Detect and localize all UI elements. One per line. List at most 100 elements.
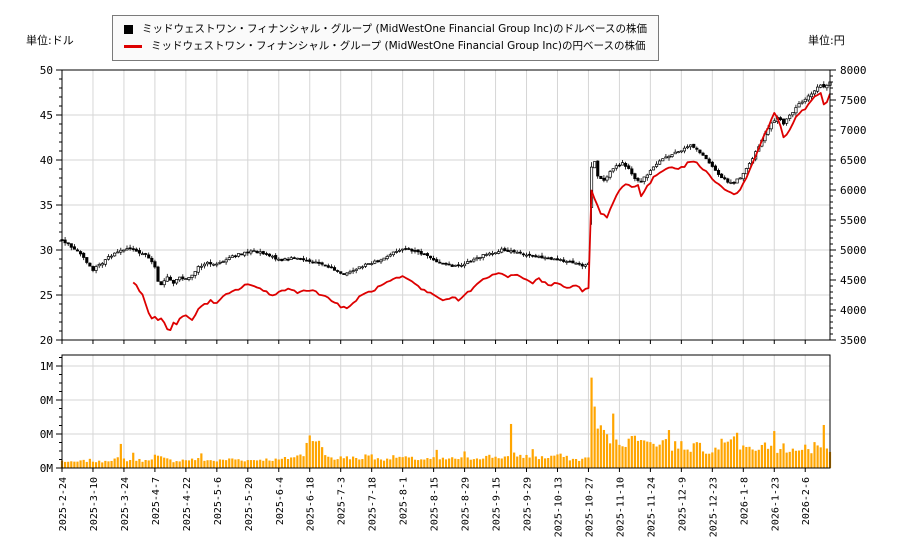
- candle-body: [555, 258, 560, 261]
- candle-body: [379, 259, 383, 263]
- volume-bar: [138, 458, 141, 468]
- volume-bar: [664, 439, 667, 468]
- volume-bar: [791, 448, 794, 468]
- volume-bar: [636, 440, 640, 468]
- volume-bar: [630, 436, 633, 468]
- volume-bar: [116, 457, 119, 468]
- x-axis-date-label: 2025-9-15: [492, 477, 503, 531]
- candle-body: [69, 243, 73, 248]
- candle-body: [236, 253, 241, 257]
- volume-bar: [280, 458, 283, 468]
- candle-body: [543, 257, 547, 260]
- volume-bar: [627, 438, 630, 468]
- volume-bar: [231, 458, 234, 468]
- volume-bar: [639, 440, 643, 468]
- candle-body: [670, 154, 674, 157]
- volume-bar: [667, 430, 671, 468]
- candle-body: [103, 259, 107, 265]
- x-axis-date-label: 2025-3-24: [120, 477, 131, 531]
- volume-bar: [243, 461, 246, 468]
- candle-body: [435, 259, 439, 263]
- volume-bar: [742, 445, 745, 468]
- volume-bar: [336, 459, 339, 468]
- candle-body: [552, 258, 556, 261]
- axis-tick-label: 30: [40, 244, 53, 257]
- volume-bar: [110, 460, 113, 468]
- candle-body: [469, 260, 473, 263]
- candle-body: [497, 251, 501, 254]
- candle-body: [741, 173, 745, 180]
- candle-body: [209, 262, 213, 265]
- volume-bar: [153, 454, 157, 468]
- left-axis-unit-label: 単位:ドル: [26, 34, 74, 47]
- volume-bar: [754, 450, 757, 468]
- volume-bar: [472, 459, 475, 468]
- usd-candles: [60, 78, 832, 288]
- candle-body: [583, 264, 587, 267]
- volume-bar: [321, 447, 324, 468]
- volume-bar: [797, 450, 801, 468]
- candle-body: [521, 253, 525, 256]
- candle-body: [797, 103, 801, 108]
- volume-bar: [714, 447, 717, 468]
- volume-bar: [156, 455, 160, 468]
- volume-bar: [478, 459, 482, 468]
- volume-bar: [661, 440, 664, 468]
- volume-bar: [766, 448, 770, 468]
- candle-body: [812, 90, 817, 95]
- candle-body: [568, 260, 572, 263]
- legend-item-jpy: ミッドウェストワン・フィナンシャル・グループ (MidWestOne Finan…: [124, 38, 647, 55]
- volume-bar: [314, 441, 318, 468]
- volume-bar: [698, 442, 702, 468]
- candle-body: [94, 266, 98, 271]
- candle-body: [571, 260, 575, 264]
- candle-body: [249, 250, 253, 254]
- candle-body: [218, 262, 222, 264]
- candle-body: [88, 262, 92, 267]
- legend: ミッドウェストワン・フィナンシャル・グループ (MidWestOne Finan…: [112, 15, 659, 61]
- volume-bar: [200, 453, 203, 468]
- legend-label-jpy: ミッドウェストワン・フィナンシャル・グループ (MidWestOne Finan…: [151, 40, 646, 52]
- candle-body: [283, 258, 287, 261]
- axis-tick-label: 20: [40, 334, 53, 347]
- candle-body: [624, 162, 628, 167]
- candle-body: [794, 107, 798, 114]
- volume-bar: [825, 448, 829, 468]
- x-axis-date-label: 2025-3-10: [89, 477, 100, 531]
- candle-body: [562, 259, 566, 262]
- candle-body: [301, 258, 306, 261]
- volume-bar: [534, 456, 537, 468]
- volume-bar: [221, 459, 225, 468]
- volume-bar: [119, 443, 122, 468]
- candle-body: [85, 257, 89, 263]
- candle-body: [314, 261, 318, 264]
- volume-bar: [574, 458, 578, 468]
- candle-body: [63, 239, 67, 244]
- volume-bar: [457, 459, 460, 468]
- gridlines: [61, 70, 830, 468]
- volume-bar: [184, 460, 187, 468]
- volume-bar: [540, 456, 544, 468]
- candle-body: [305, 259, 309, 262]
- candle-body: [651, 166, 656, 171]
- volume-bar: [286, 459, 290, 468]
- volume-bar: [491, 457, 494, 468]
- volume-bar: [299, 454, 302, 468]
- candle-body: [125, 248, 129, 251]
- candle-body: [658, 160, 662, 165]
- volume-bar: [122, 458, 126, 468]
- volume-bar: [410, 456, 414, 468]
- volume-bar: [763, 442, 767, 468]
- x-axis-date-label: 2025-9-29: [523, 477, 534, 531]
- volume-bar: [460, 457, 463, 468]
- axis-tick-label: 40: [40, 154, 53, 167]
- candle-body: [676, 151, 680, 154]
- volume-bar: [345, 456, 349, 468]
- axis-tick-label: 35: [40, 199, 53, 212]
- volume-bar: [618, 444, 621, 468]
- candle-body: [515, 251, 519, 254]
- axis-tick-label: 25: [40, 289, 53, 302]
- volume-bar: [475, 458, 479, 468]
- candle-body: [463, 263, 467, 267]
- candle-body: [602, 177, 606, 181]
